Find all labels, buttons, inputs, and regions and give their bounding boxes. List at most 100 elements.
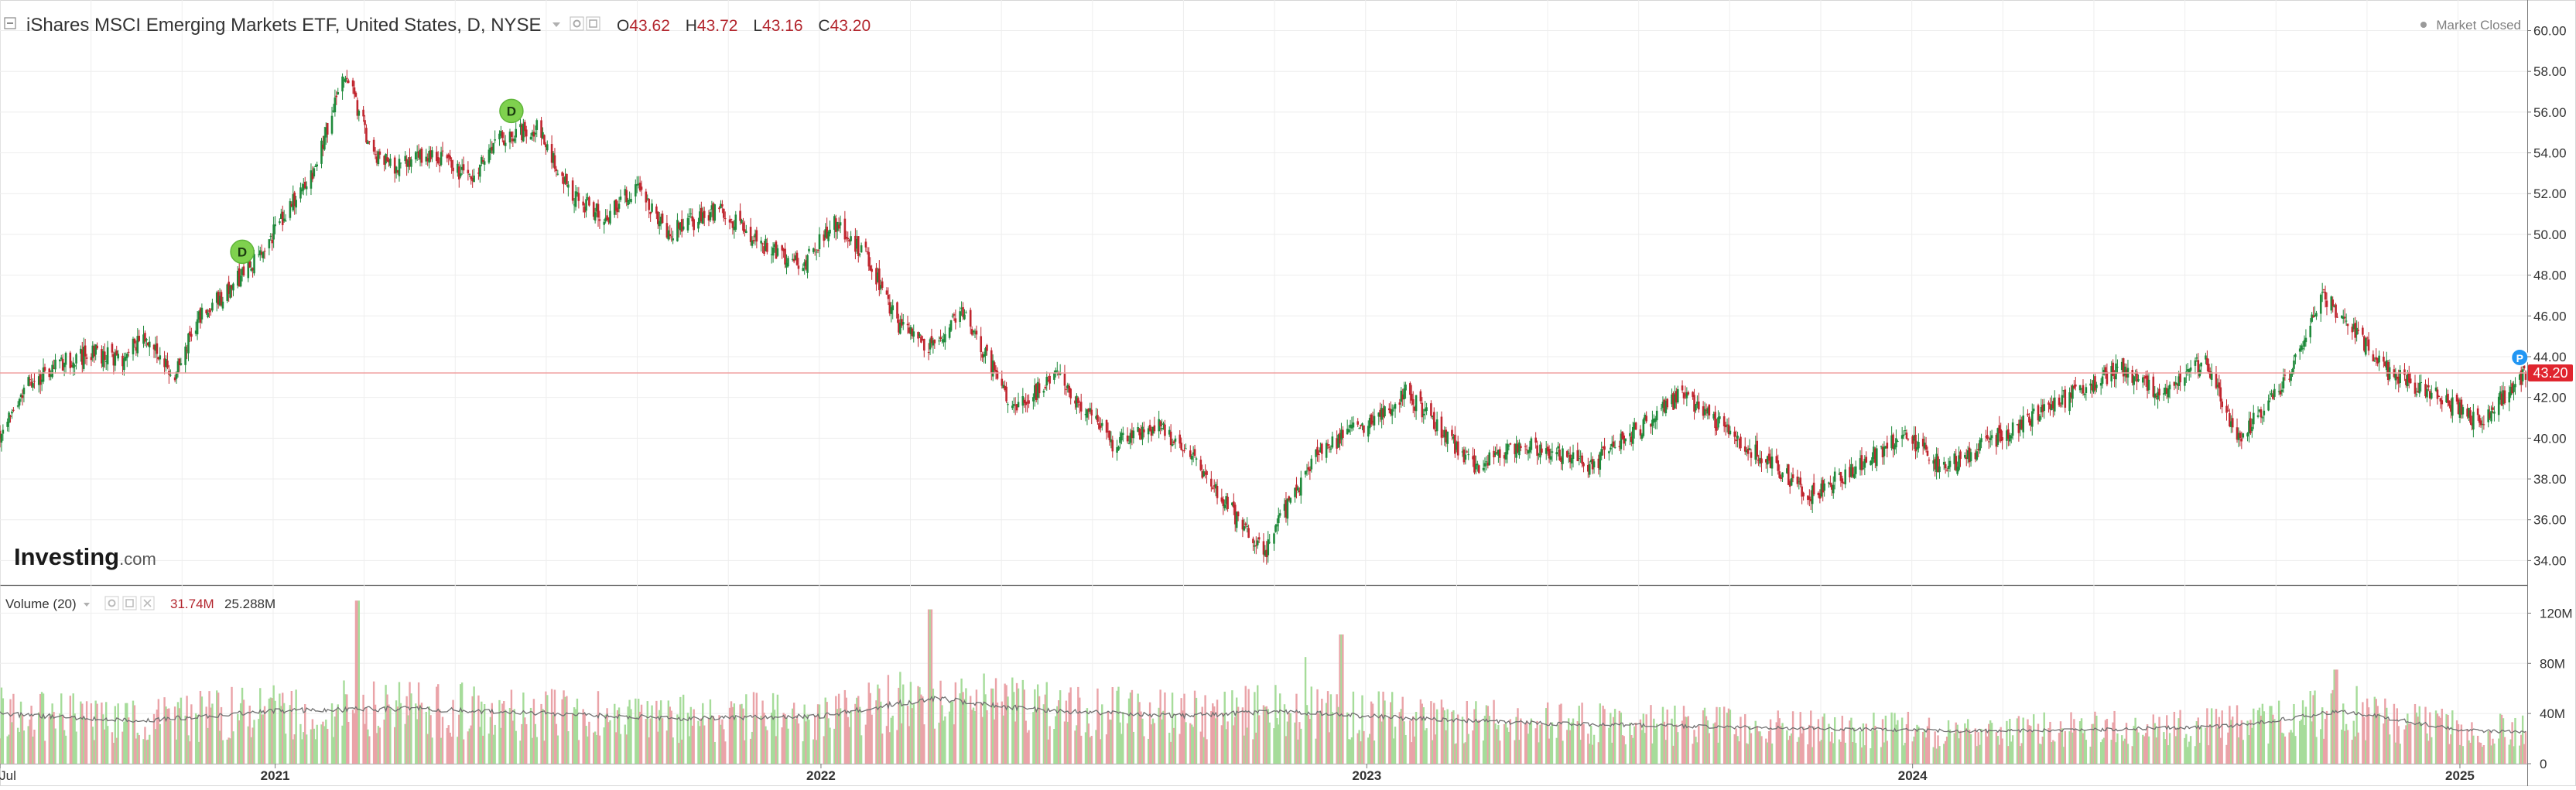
candle-body bbox=[829, 229, 831, 234]
volume-bar bbox=[1545, 708, 1548, 764]
caret-down-icon[interactable] bbox=[84, 603, 90, 607]
volume-bar bbox=[0, 738, 2, 764]
candle-body bbox=[1629, 433, 1631, 436]
candle-body bbox=[563, 177, 565, 185]
volume-bar bbox=[1379, 715, 1381, 764]
candle-body bbox=[529, 136, 532, 140]
candle-body bbox=[2455, 395, 2458, 402]
volume-bar bbox=[2251, 727, 2253, 764]
volume-bar bbox=[1884, 715, 1887, 764]
volume-bar bbox=[1370, 701, 1373, 764]
volume-bar bbox=[1722, 706, 1726, 764]
candle-body bbox=[1368, 418, 1371, 429]
volume-bar bbox=[2248, 735, 2250, 764]
candle-body bbox=[1380, 408, 1383, 420]
volume-bar bbox=[2492, 738, 2494, 764]
volume-bar bbox=[836, 709, 839, 764]
volume-bar bbox=[1138, 702, 1141, 764]
candle-body bbox=[929, 339, 932, 350]
volume-bar bbox=[856, 697, 858, 764]
candle-body bbox=[302, 184, 305, 190]
candle-body bbox=[1998, 425, 2001, 433]
candle-body bbox=[2000, 429, 2002, 442]
volume-bar bbox=[1685, 716, 1688, 764]
price-tick-label: 44.00 bbox=[2533, 350, 2567, 364]
candle-body bbox=[1719, 416, 1721, 419]
candle-body bbox=[190, 333, 193, 337]
volume-bar bbox=[2269, 706, 2271, 764]
volume-bar bbox=[1456, 714, 1459, 764]
volume-bar bbox=[2047, 727, 2050, 764]
candle-body bbox=[1726, 424, 1729, 426]
volume-bar bbox=[60, 693, 63, 764]
candle-body bbox=[761, 243, 764, 245]
volume-bar bbox=[2200, 727, 2202, 764]
candle-body bbox=[901, 322, 905, 325]
volume-settings-button[interactable] bbox=[104, 596, 119, 610]
volume-bar bbox=[9, 699, 12, 764]
volume-bar bbox=[6, 736, 9, 764]
format-button[interactable] bbox=[586, 16, 600, 31]
candle-body bbox=[1576, 450, 1579, 462]
candle-body bbox=[1004, 385, 1006, 391]
volume-bar bbox=[890, 717, 892, 764]
candle-body bbox=[1965, 457, 1968, 460]
volume-bar bbox=[168, 708, 170, 764]
settings-button[interactable] bbox=[570, 16, 584, 31]
volume-bar bbox=[2363, 716, 2366, 764]
candle-body bbox=[1560, 457, 1562, 462]
volume-bar bbox=[429, 715, 432, 764]
volume-bar bbox=[53, 712, 55, 764]
candle-body bbox=[2251, 426, 2253, 432]
volume-label: Volume (20) bbox=[5, 597, 77, 611]
volume-bar bbox=[1654, 728, 1657, 764]
candle-body bbox=[2325, 300, 2328, 307]
volume-bar bbox=[1506, 727, 1509, 764]
candle-body bbox=[1672, 393, 1675, 410]
candle-body bbox=[645, 191, 648, 203]
volume-bar bbox=[885, 726, 888, 764]
candle-body bbox=[1264, 550, 1267, 556]
candle-body bbox=[741, 220, 743, 224]
candle-body bbox=[1722, 416, 1726, 426]
candle-body bbox=[462, 164, 465, 171]
candle-body bbox=[658, 221, 661, 227]
volume-bar bbox=[2020, 743, 2023, 764]
volume-bar bbox=[83, 716, 85, 764]
volume-bar bbox=[237, 713, 239, 764]
candle-body bbox=[2218, 382, 2221, 388]
volume-bar bbox=[1095, 730, 1097, 764]
volume-bar bbox=[1599, 703, 1601, 764]
candle-body bbox=[2294, 354, 2297, 357]
volume-bar bbox=[513, 709, 515, 764]
candle-body bbox=[2058, 397, 2061, 405]
volume-format-button[interactable] bbox=[122, 596, 137, 610]
candle-body bbox=[1257, 537, 1261, 540]
collapse-button[interactable] bbox=[4, 17, 16, 29]
candle-body bbox=[920, 336, 922, 343]
volume-bar bbox=[781, 727, 783, 764]
volume-bar bbox=[1829, 741, 1832, 764]
candle-body bbox=[1328, 446, 1331, 448]
volume-bar bbox=[1597, 742, 1600, 764]
candle-body bbox=[911, 328, 914, 337]
caret-down-icon[interactable] bbox=[552, 22, 560, 27]
volume-bar bbox=[847, 716, 849, 764]
volume-bar bbox=[61, 715, 64, 764]
candle-body bbox=[839, 222, 842, 226]
candle-body bbox=[2441, 400, 2444, 405]
volume-bar bbox=[2393, 703, 2396, 764]
volume-bar bbox=[702, 703, 704, 764]
volume-bar bbox=[2116, 733, 2119, 764]
candle-body bbox=[1326, 444, 1329, 446]
candle-body bbox=[1923, 443, 1926, 449]
candle-body bbox=[2249, 418, 2252, 433]
candle-body bbox=[1105, 419, 1108, 433]
ohlc-readout: O43.62 H43.72 L43.16 C43.20 bbox=[617, 17, 871, 35]
candle-body bbox=[576, 192, 579, 195]
candle-body bbox=[607, 217, 610, 223]
candle-body bbox=[1841, 478, 1844, 484]
volume-bar bbox=[2173, 711, 2176, 764]
volume-bar bbox=[1172, 727, 1175, 764]
volume-close-button[interactable] bbox=[140, 596, 155, 610]
